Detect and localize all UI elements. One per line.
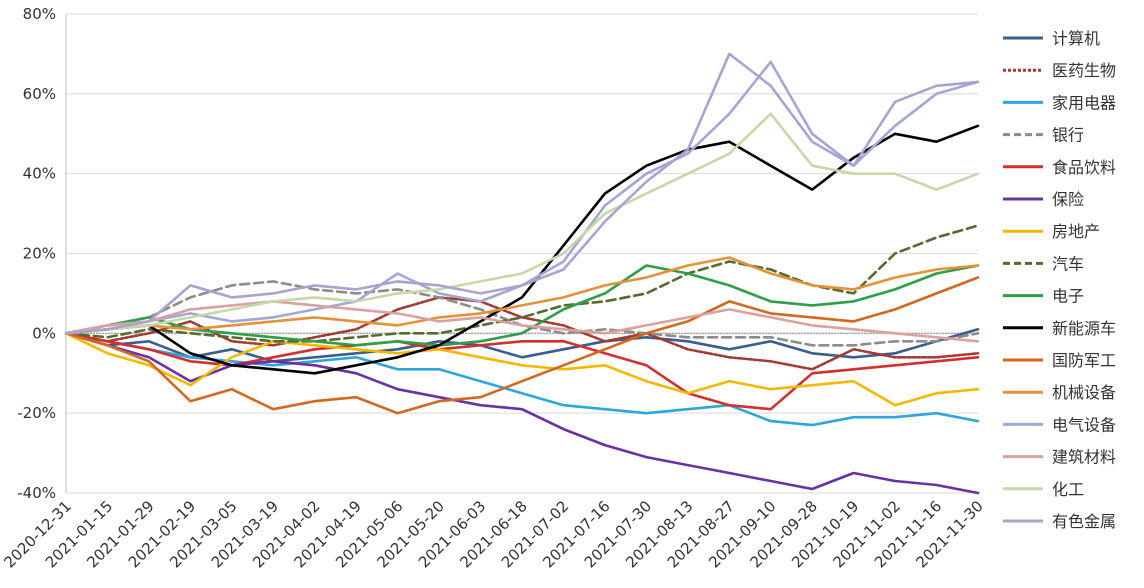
series-line bbox=[64, 224, 980, 343]
series-line bbox=[64, 296, 980, 371]
series-line bbox=[64, 124, 980, 375]
legend-label: 机械设备 bbox=[1052, 383, 1116, 402]
legend-label: 家用电器 bbox=[1052, 93, 1116, 112]
legend-label: 新能源车 bbox=[1052, 319, 1116, 338]
series-lines bbox=[64, 52, 980, 495]
y-tick-label: 20% bbox=[23, 245, 56, 263]
series-line bbox=[64, 256, 980, 335]
series-line bbox=[64, 264, 980, 347]
series-line bbox=[64, 331, 980, 407]
legend-label: 计算机 bbox=[1052, 29, 1100, 48]
legend-label: 保险 bbox=[1052, 190, 1084, 209]
legend-label: 房地产 bbox=[1052, 222, 1100, 241]
grid-lines bbox=[66, 13, 978, 494]
series-line bbox=[64, 331, 980, 411]
legend-label: 电气设备 bbox=[1052, 415, 1116, 434]
series-line bbox=[64, 331, 980, 495]
y-tick-label: 0% bbox=[32, 324, 56, 342]
y-tick-label: 60% bbox=[23, 85, 56, 103]
series-line bbox=[64, 300, 980, 343]
series-line bbox=[64, 276, 980, 415]
series-line bbox=[64, 112, 980, 335]
y-tick-label: -40% bbox=[17, 484, 56, 502]
legend-label: 医药生物 bbox=[1052, 61, 1116, 80]
legend-label: 有色金属 bbox=[1052, 512, 1116, 531]
y-tick-label: 80% bbox=[23, 5, 56, 23]
legend-label: 化工 bbox=[1052, 480, 1084, 499]
series-line bbox=[64, 52, 980, 335]
legend-label: 食品饮料 bbox=[1052, 158, 1116, 177]
legend-label: 银行 bbox=[1052, 126, 1084, 145]
y-tick-label: -20% bbox=[17, 404, 56, 422]
y-tick-label: 40% bbox=[23, 165, 56, 183]
legend-label: 电子 bbox=[1052, 287, 1084, 306]
series-line bbox=[64, 327, 980, 363]
series-line bbox=[64, 331, 980, 427]
legend-label: 国防军工 bbox=[1052, 351, 1116, 370]
legend: 计算机医药生物家用电器银行食品饮料保险房地产汽车电子新能源车国防军工机械设备电气… bbox=[1003, 29, 1116, 531]
legend-label: 汽车 bbox=[1052, 254, 1084, 273]
legend-label: 建筑材料 bbox=[1052, 448, 1116, 467]
